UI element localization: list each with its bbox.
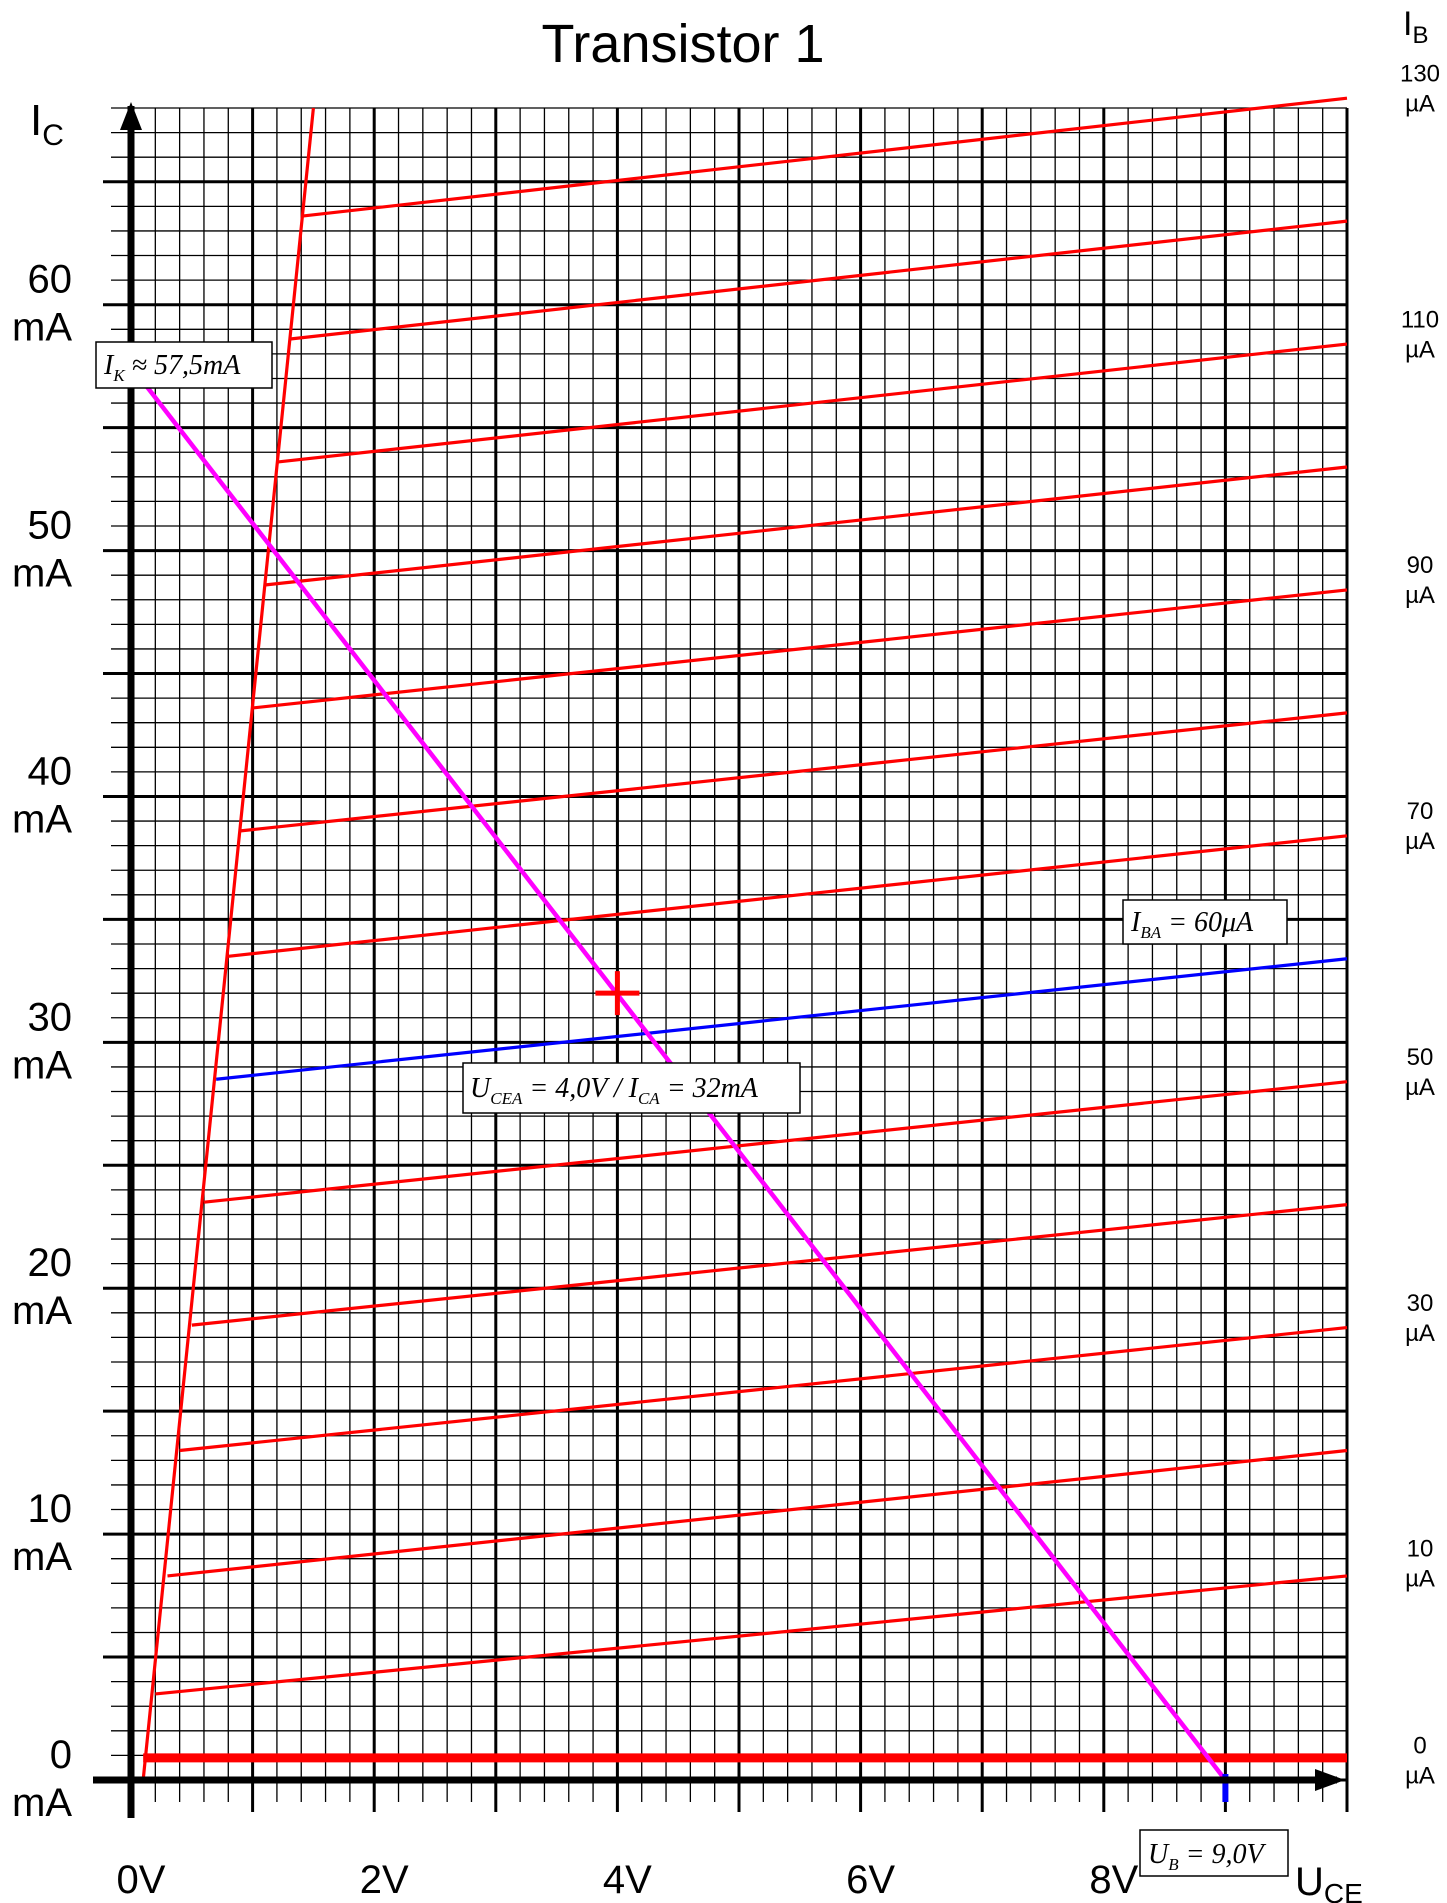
x-tick-label: 6V xyxy=(846,1858,895,1902)
characteristic-curve-ib-50 xyxy=(203,1080,1348,1204)
y-tick-label: 60 xyxy=(28,258,73,302)
characteristic-curve-ib-30 xyxy=(179,1325,1348,1453)
characteristic-curve-ib-40 xyxy=(191,1203,1348,1327)
y-tick-unit: mA xyxy=(12,1289,72,1333)
characteristic-curve-ib-120 xyxy=(288,219,1348,341)
y-tick-label: 10 xyxy=(28,1487,73,1531)
ib-curve-unit: µA xyxy=(1405,1074,1435,1101)
characteristic-curve-ib-130 xyxy=(301,96,1348,218)
y-tick-unit: mA xyxy=(12,1781,72,1825)
ib-curve-label: 70 xyxy=(1407,798,1434,825)
y-tick-unit: mA xyxy=(12,552,72,596)
characteristic-curve-ib-90 xyxy=(252,588,1348,710)
svg-text:UB = 9,0V: UB = 9,0V xyxy=(1148,1839,1267,1874)
svg-text:UCEA = 4,0V / ICA = 32mA: UCEA = 4,0V / ICA = 32mA xyxy=(470,1073,759,1108)
supply-voltage-annotation: UB = 9,0V xyxy=(1139,1829,1289,1877)
characteristic-curve-ib-70 xyxy=(228,834,1348,958)
characteristic-curve-ib-110 xyxy=(276,342,1348,464)
ib-curve-label: 50 xyxy=(1407,1044,1434,1071)
ib-curve-label: 130 xyxy=(1400,60,1440,87)
ib-curve-label: 90 xyxy=(1407,552,1434,579)
ib-curve-unit: µA xyxy=(1405,336,1435,363)
y-axis-label: IC xyxy=(30,96,64,152)
short-circuit-current-annotation: IK ≈ 57,5mA xyxy=(95,341,273,389)
x-tick-label: 0V xyxy=(117,1858,166,1902)
characteristic-curve-ib-10 xyxy=(155,1574,1348,1696)
output-characteristic-curves xyxy=(129,96,1348,1802)
x-tick-label: 2V xyxy=(360,1858,409,1902)
characteristic-curve-ib-80 xyxy=(240,711,1348,833)
ib-curve-unit: µA xyxy=(1405,1566,1435,1593)
saturation-line xyxy=(141,107,315,1781)
ib-curve-unit: µA xyxy=(1405,90,1435,117)
chart-title: Transistor 1 xyxy=(541,14,824,74)
y-tick-unit: mA xyxy=(12,306,72,350)
y-tick-unit: mA xyxy=(12,1535,72,1579)
axis-labels: 0V 2V 4V 6V 8V0mA10mA20mA30mA40mA50mA60mA0µA… xyxy=(12,60,1440,1902)
x-tick-label: 4V xyxy=(603,1858,652,1902)
ib-curve-unit: µA xyxy=(1405,1320,1435,1347)
ib-curve-unit: µA xyxy=(1405,1762,1435,1789)
x-axis-label: UCE xyxy=(1295,1860,1363,1903)
y-axis-arrow xyxy=(120,102,142,130)
grid xyxy=(103,107,1349,1812)
operating-base-current-annotation: IBA = 60μA xyxy=(1122,899,1288,945)
characteristic-curve-ib-60 xyxy=(215,957,1348,1081)
ib-curve-label: 0 xyxy=(1413,1732,1426,1759)
characteristic-curve-ib-100 xyxy=(264,465,1348,587)
ib-curve-label: 30 xyxy=(1407,1290,1434,1317)
operating-point-annotation: UCEA = 4,0V / ICA = 32mA xyxy=(462,1062,801,1114)
y-tick-unit: mA xyxy=(12,797,72,841)
y-tick-label: 20 xyxy=(28,1241,73,1285)
characteristic-curve-ib-20 xyxy=(167,1448,1348,1578)
y-tick-label: 30 xyxy=(28,995,73,1039)
ib-curve-label: 110 xyxy=(1401,306,1439,333)
x-tick-label: 8V xyxy=(1089,1858,1138,1902)
y-tick-label: 0 xyxy=(50,1733,72,1777)
y-tick-label: 50 xyxy=(28,504,73,548)
ib-curve-label: 10 xyxy=(1407,1536,1434,1563)
svg-text:IK ≈ 57,5mA: IK ≈ 57,5mA xyxy=(103,350,241,385)
y-tick-label: 40 xyxy=(28,749,73,793)
axes xyxy=(93,102,1345,1818)
x-axis-arrow xyxy=(1315,1769,1345,1791)
y-tick-unit: mA xyxy=(12,1043,72,1087)
svg-text:IBA = 60μA: IBA = 60μA xyxy=(1130,907,1254,942)
ib-axis-label: IB xyxy=(1403,5,1428,49)
ib-curve-unit: µA xyxy=(1405,582,1435,609)
ib-curve-unit: µA xyxy=(1405,828,1435,855)
